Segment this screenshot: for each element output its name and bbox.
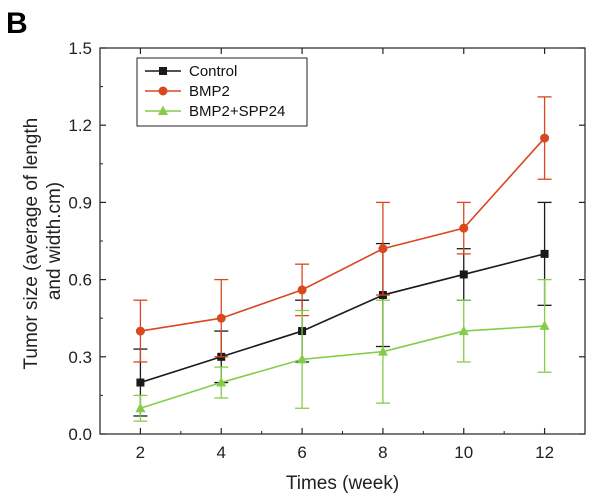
legend-marker [158,86,168,96]
series-line [140,253,545,384]
y-axis: 0.0 0.3 0.6 0.9 1.2 1.5 [68,39,585,444]
data-point [458,325,469,336]
series-0 [133,201,552,417]
series-2 [133,278,552,422]
legend: Control BMP2 BMP2+SPP24 [136,57,308,127]
x-tick-label: 8 [378,443,387,462]
data-point [459,223,469,233]
data-point [459,270,468,279]
legend-label: Control [189,63,237,80]
x-tick-label: 2 [136,443,145,462]
data-point [136,378,145,387]
series-layer [133,96,552,422]
y-tick-label: 0.3 [68,348,92,367]
legend-label: BMP2 [189,83,230,100]
panel-label: B [6,7,28,40]
data-point [135,326,145,336]
y-tick-label: 0.9 [68,193,92,212]
x-tick-label: 10 [454,443,473,462]
y-axis-title: Tumor size (average of length and width.… [21,113,65,370]
x-axis: 2 4 6 8 10 12 [99,48,586,462]
data-point [377,346,388,356]
legend-marker [158,105,168,115]
data-point [135,402,146,413]
data-point [216,377,227,387]
y-tick-label: 0.0 [68,425,92,444]
data-point [297,353,308,364]
x-tick-label: 12 [535,443,554,462]
y-tick-label: 1.5 [68,39,92,58]
x-tick-label: 6 [297,443,306,462]
y-axis-title-line-2: and width.cm) [44,182,65,300]
data-point [216,313,226,323]
series-1 [133,96,552,363]
x-tick-label: 4 [217,443,226,462]
data-point [539,320,550,330]
y-axis-title-line-1: Tumor size (average of length [21,118,42,370]
y-tick-label: 0.6 [68,271,92,290]
series-line [140,137,546,332]
data-point [540,249,549,258]
data-point [297,285,307,295]
legend-marker [159,67,167,75]
legend-label: BMP2+SPP24 [189,103,285,120]
data-point [540,133,550,143]
y-tick-label: 1.2 [68,116,92,135]
series-line [140,325,545,410]
data-point [378,244,388,254]
x-axis-title: Times (week) [286,473,399,494]
